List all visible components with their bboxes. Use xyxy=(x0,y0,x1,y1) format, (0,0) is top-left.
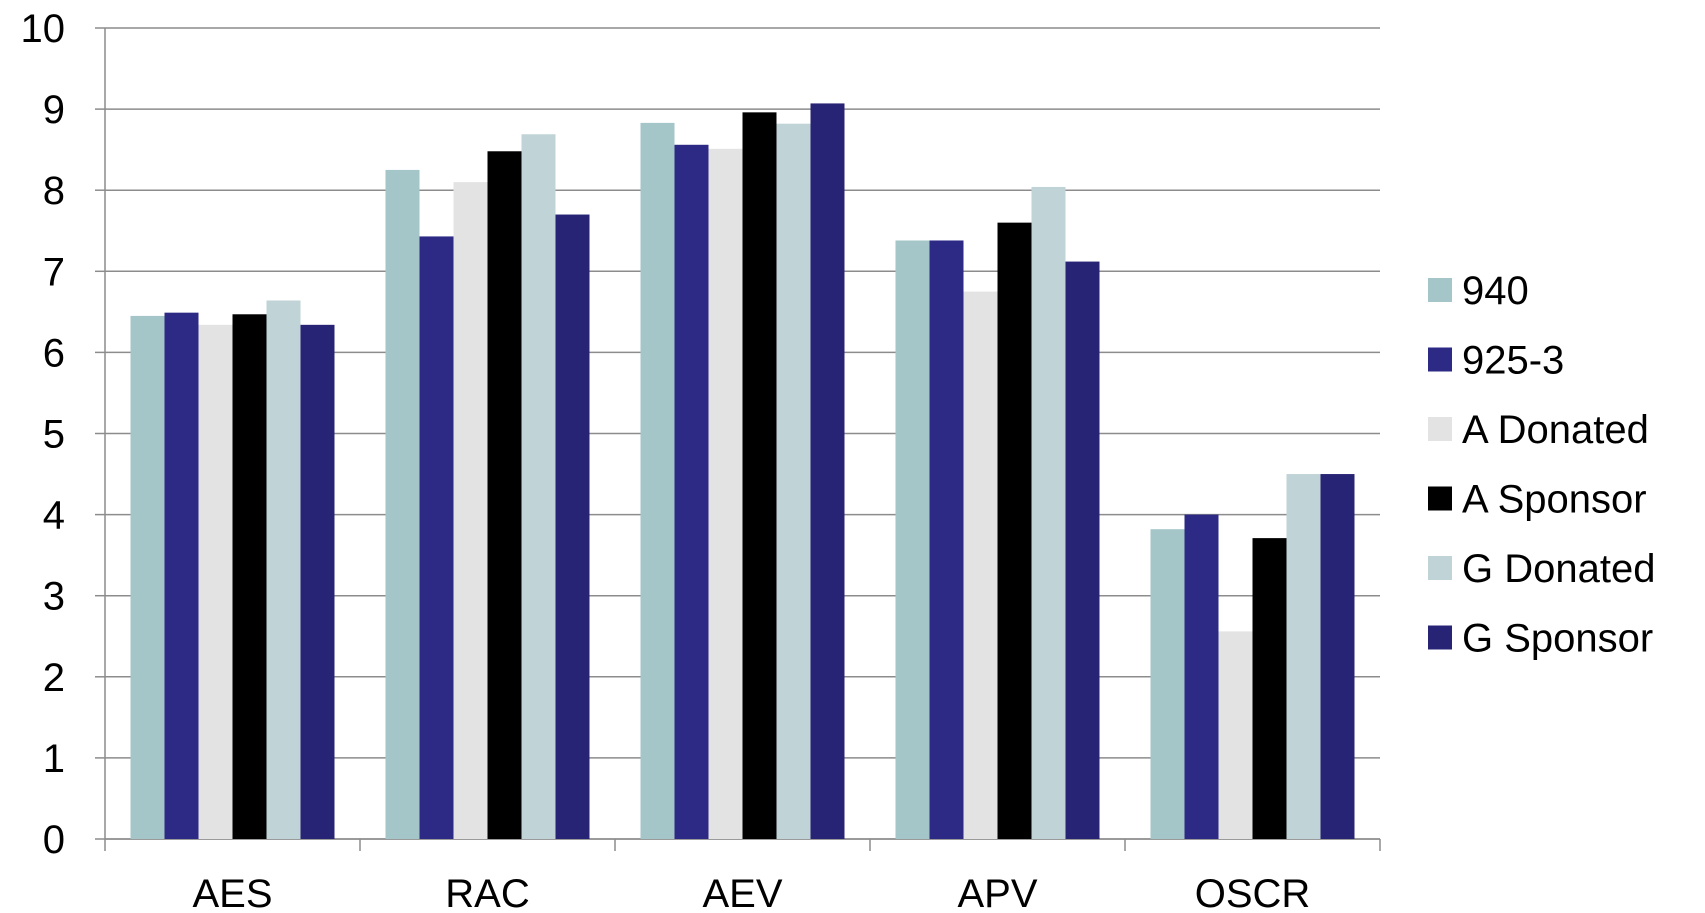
legend-swatch xyxy=(1428,278,1452,302)
legend-label: G Sponsor xyxy=(1462,617,1653,661)
x-tick-label: RAC xyxy=(445,872,529,913)
bar-aes-g-donated xyxy=(266,300,301,840)
bar-aes-g-sponsor xyxy=(300,324,335,839)
legend-label: A Donated xyxy=(1462,408,1649,452)
legend-swatch xyxy=(1428,556,1452,580)
legend-item: A Sponsor xyxy=(1428,478,1647,522)
bar-aes-925-3 xyxy=(164,312,199,839)
bar-apv-g-sponsor xyxy=(1065,261,1100,839)
bar-apv-a-donated xyxy=(963,291,998,839)
legend-label: 940 xyxy=(1462,269,1529,313)
legend-item: 940 xyxy=(1428,269,1529,313)
x-tick-label: OSCR xyxy=(1195,872,1311,913)
bar-rac-g-donated xyxy=(521,134,556,840)
y-tick-label: 10 xyxy=(21,7,66,51)
legend-swatch xyxy=(1428,625,1452,650)
bar-apv-925-3 xyxy=(929,240,964,839)
legend-item: 925-3 xyxy=(1428,339,1564,383)
bar-oscr-g-sponsor xyxy=(1320,474,1355,839)
bars xyxy=(130,103,1355,840)
legend-swatch xyxy=(1428,347,1452,372)
legend-item: G Sponsor xyxy=(1428,617,1653,661)
bar-aes-a-sponsor xyxy=(232,314,267,840)
bar-aev-g-sponsor xyxy=(810,103,845,840)
bar-apv-g-donated xyxy=(1031,186,1066,839)
bar-rac-940 xyxy=(385,169,420,840)
bar-oscr-a-sponsor xyxy=(1252,538,1287,839)
x-tick-label: AEV xyxy=(702,872,782,913)
y-tick-label: 5 xyxy=(43,413,65,457)
bar-apv-940 xyxy=(895,240,930,839)
legend-label: 925-3 xyxy=(1462,339,1564,383)
y-tick-label: 4 xyxy=(43,494,65,538)
bar-aev-925-3 xyxy=(674,144,709,839)
bar-oscr-940 xyxy=(1150,529,1185,839)
x-tick-label: APV xyxy=(957,872,1037,913)
bar-oscr-g-donated xyxy=(1286,474,1321,839)
y-tick-label: 0 xyxy=(43,818,65,862)
legend: 940 925-3 A Donated A Sponsor G Donated G Spo… xyxy=(1428,269,1655,661)
legend-item: A Donated xyxy=(1428,408,1649,452)
x-axis-tick-labels: AES RAC AEV APV OSCR xyxy=(192,872,1310,913)
bar-aes-a-donated xyxy=(198,324,233,839)
bar-rac-a-donated xyxy=(453,182,488,840)
bar-apv-a-sponsor xyxy=(997,222,1032,839)
bar-aev-a-sponsor xyxy=(742,112,777,840)
bar-oscr-925-3 xyxy=(1184,514,1219,839)
y-tick-label: 3 xyxy=(43,575,65,619)
y-axis-tick-labels: 0 1 2 3 4 5 6 7 8 9 10 xyxy=(21,7,66,862)
y-tick-label: 1 xyxy=(43,737,65,781)
bar-aev-g-donated xyxy=(776,123,811,839)
y-tick-label: 8 xyxy=(43,169,65,213)
y-tick-label: 2 xyxy=(43,656,65,700)
legend-swatch xyxy=(1428,486,1452,511)
y-tick-label: 9 xyxy=(43,88,65,132)
bar-rac-a-sponsor xyxy=(487,151,522,840)
bar-aev-940 xyxy=(640,122,675,839)
legend-label: A Sponsor xyxy=(1462,478,1647,522)
legend-item: G Donated xyxy=(1428,547,1655,591)
bar-rac-g-sponsor xyxy=(555,214,590,839)
bar-oscr-a-donated xyxy=(1218,631,1253,839)
y-tick-label: 7 xyxy=(43,250,65,294)
bar-aev-a-donated xyxy=(708,148,743,840)
bar-rac-925-3 xyxy=(419,236,454,839)
bar-aes-940 xyxy=(130,315,165,839)
x-tick-label: AES xyxy=(192,872,272,913)
legend-swatch xyxy=(1428,417,1452,441)
legend-label: G Donated xyxy=(1462,547,1655,591)
y-tick-label: 6 xyxy=(43,331,65,375)
